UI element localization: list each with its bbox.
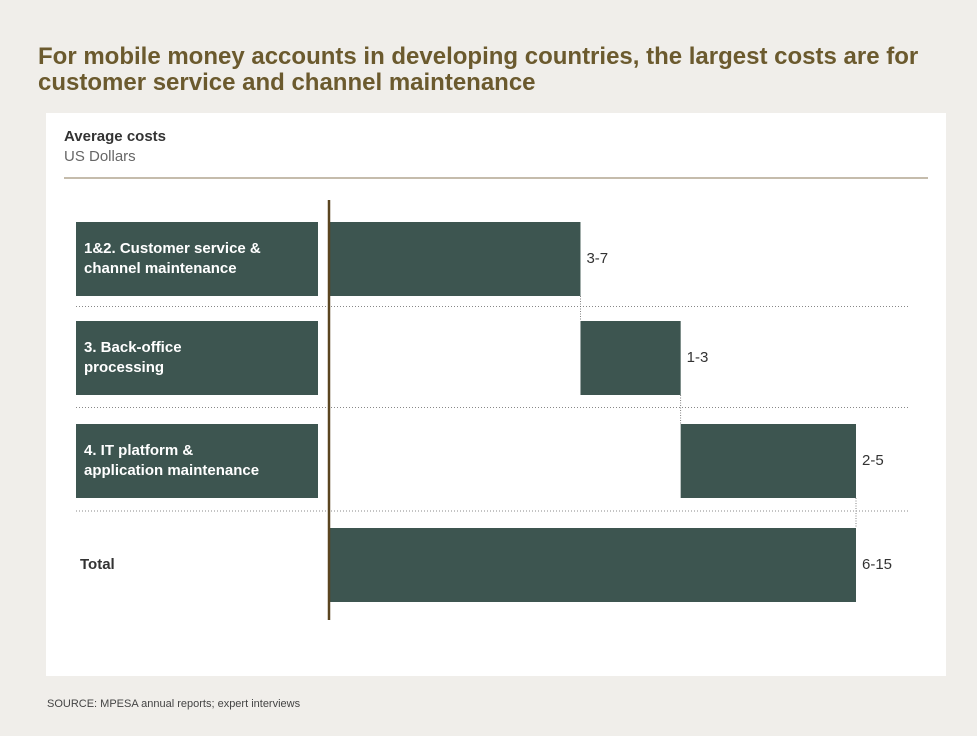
category-label: 4. IT platform & application maintenance bbox=[76, 424, 318, 498]
bar bbox=[580, 321, 681, 395]
chart-title: For mobile money accounts in developing … bbox=[38, 43, 919, 96]
bar bbox=[330, 528, 856, 602]
value-label: 1-3 bbox=[687, 349, 709, 366]
value-label: 3-7 bbox=[586, 250, 608, 267]
subtitle: Average costs bbox=[64, 128, 166, 145]
bar bbox=[330, 222, 581, 296]
category-label: 1&2. Customer service & channel maintena… bbox=[76, 222, 318, 296]
bar bbox=[680, 424, 856, 498]
category-label: Total bbox=[80, 556, 115, 573]
value-label: 6-15 bbox=[862, 556, 892, 573]
value-label: 2-5 bbox=[862, 452, 884, 469]
category-label: 3. Back-office processing bbox=[76, 321, 318, 395]
unit-label: US Dollars bbox=[64, 148, 136, 165]
source: SOURCE: MPESA annual reports; expert int… bbox=[47, 698, 301, 710]
